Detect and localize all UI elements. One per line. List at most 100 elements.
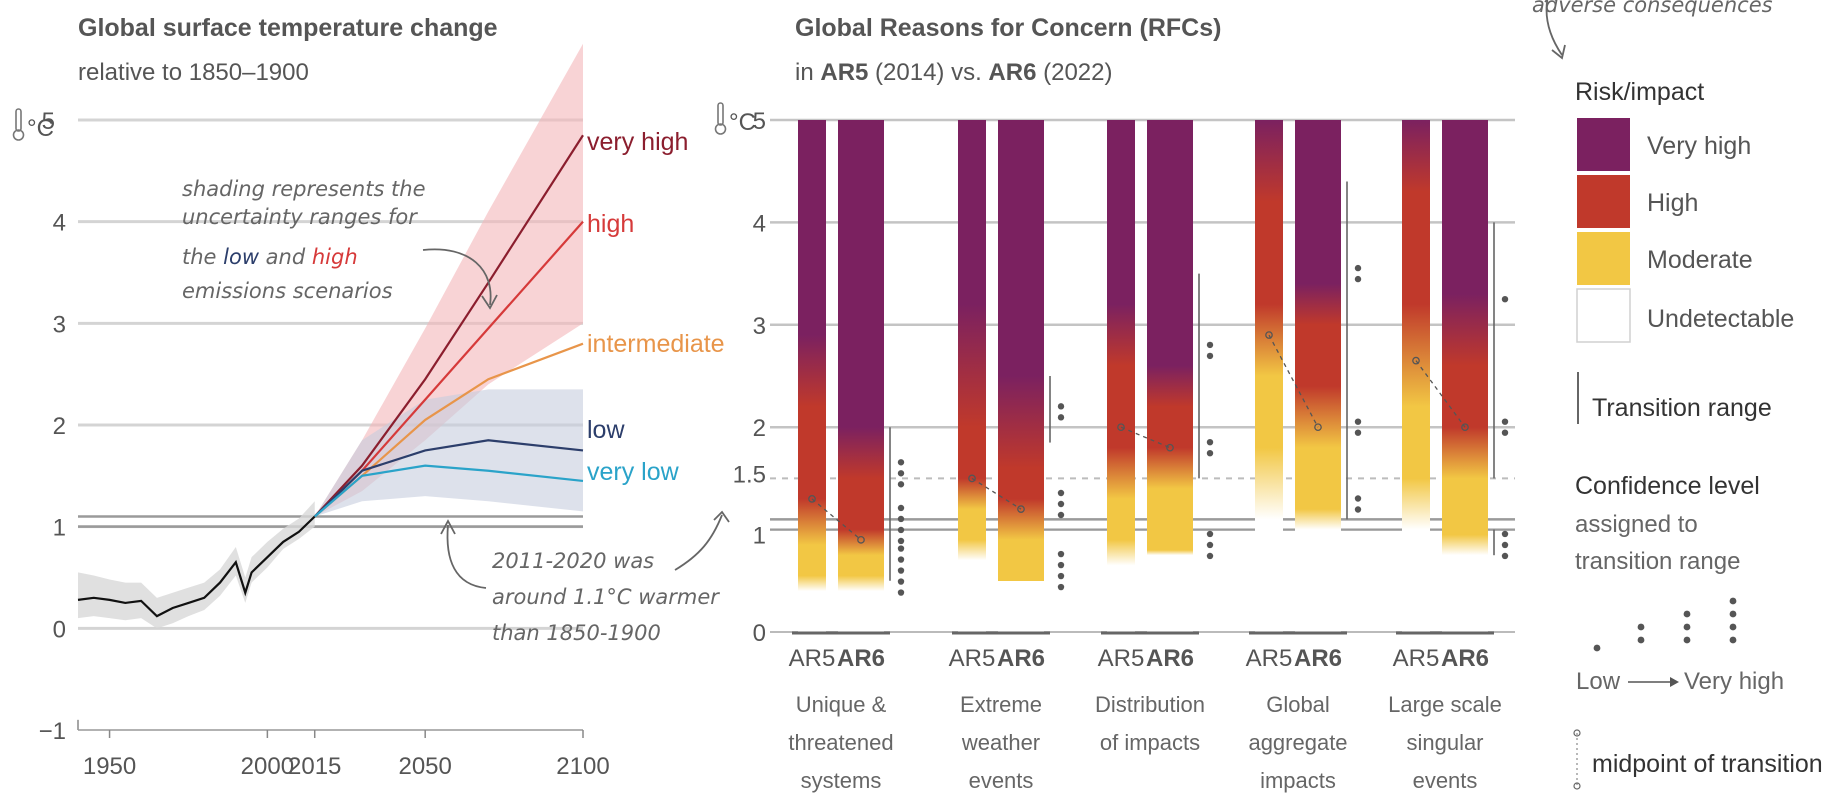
historical-uncertainty-band: [78, 501, 315, 629]
warming-annotation: 2011-2020 was around 1.1°C warmer than 1…: [440, 510, 730, 645]
confidence-dot: [1501, 552, 1509, 560]
warming-annotation-line1: 2011-2020 was: [492, 549, 654, 573]
confidence-dot: [897, 537, 905, 545]
top-right-note: adverse consequences: [1532, 0, 1773, 60]
shading-annotation-line1: shading represents the: [182, 177, 426, 201]
confidence-dot: [897, 515, 905, 523]
legend-confidence-sub1: assigned to: [1575, 511, 1698, 538]
left-ytick-label: 2: [53, 413, 66, 440]
bar-label-ar6: AR6: [837, 645, 885, 672]
shading-and: and: [259, 245, 312, 269]
left-xtick-label: 2015: [288, 753, 341, 780]
scenario-band-1: [314, 389, 583, 517]
confidence-dot: [1206, 541, 1214, 549]
bar-label-ar6: AR6: [997, 645, 1045, 672]
confidence-dot: [897, 578, 905, 585]
warming-annotation-line2: around 1.1°C warmer: [492, 585, 720, 609]
midpoint-ar6: [1314, 423, 1322, 432]
confidence-dot: [1057, 414, 1065, 421]
subtitle-2022: (2022): [1036, 59, 1112, 86]
left-xtick-label: 1950: [83, 753, 136, 780]
confidence-dot: [897, 567, 905, 574]
confidence-dot: [1206, 552, 1214, 560]
right-ytick-label: 3: [753, 313, 766, 340]
shading-arrowhead: [481, 294, 498, 310]
scenario-band-0: [314, 43, 583, 517]
left-ytick-label: 3: [53, 311, 66, 338]
legend-moderate: Moderate: [1647, 246, 1753, 274]
left-y-unit: °C: [27, 115, 54, 142]
subtitle-in: in: [795, 59, 820, 86]
confidence-dot: [1206, 352, 1214, 360]
bar-label-ar6: AR6: [1294, 645, 1342, 672]
left-ytick-label: 4: [53, 210, 66, 237]
top-right-note-text: adverse consequences: [1532, 0, 1773, 17]
confidence-dot: [1354, 429, 1362, 436]
left-chart: Global surface temperature change relati…: [12, 14, 730, 780]
confidence-dot: [1354, 264, 1362, 272]
shading-the: the: [182, 245, 223, 269]
legend-confidence-title: Confidence level: [1575, 472, 1760, 500]
rfc-bar-3-ar6: [1295, 120, 1341, 632]
confidence-dot: [1354, 275, 1362, 283]
bar-label-ar5: AR5: [1098, 645, 1145, 672]
confidence-dot: [1501, 418, 1509, 425]
confidence-dot: [1501, 296, 1509, 303]
left-ytick-label: 5: [42, 108, 55, 135]
rfc-bar-2-ar6: [1147, 120, 1193, 632]
confidence-dot: [1206, 530, 1214, 538]
left-xtick-label: 2100: [556, 753, 609, 780]
midpoint-ar6: [1017, 505, 1025, 513]
subtitle-ar5: AR5: [820, 59, 868, 86]
category-label: singular: [1406, 730, 1483, 755]
legend-swatch-very-high: [1577, 118, 1630, 171]
series-label-low: low: [587, 416, 625, 444]
right-ytick-label: 5: [753, 108, 766, 135]
confidence-dot: [1501, 530, 1509, 538]
left-series-lines: [77, 134, 584, 618]
legend-confidence-arrowhead: [1670, 677, 1679, 687]
left-ytick-label: −1: [39, 718, 66, 745]
rfc-bar-0-ar5: [798, 120, 826, 632]
right-y-ticks: 5 4 3 2 1.5 1 0: [733, 108, 766, 647]
right-chart-title: Global Reasons for Concern (RFCs): [795, 14, 1221, 42]
cross-arrowhead: [713, 510, 730, 523]
series-line-very-high: [313, 134, 584, 518]
midpoint-ar5: [1117, 423, 1125, 432]
legend-confidence-sub2: transition range: [1575, 548, 1740, 575]
legend-confidence-dots: [1593, 597, 1737, 652]
right-y-unit: °C: [729, 109, 756, 136]
category-label: events: [969, 768, 1034, 793]
midpoint-ar6: [1461, 423, 1469, 432]
warming-annotation-line3: than 1850-1900: [492, 621, 661, 645]
bar-label-ar5: AR5: [949, 645, 996, 672]
left-series-labels: very high high intermediate low very low: [587, 128, 725, 486]
left-chart-title: Global surface temperature change: [78, 14, 498, 42]
confidence-dot: [897, 504, 905, 512]
cross-arrow: [674, 514, 723, 571]
rfc-bar-4-ar5: [1402, 120, 1430, 632]
legend-midpoint: midpoint of transition: [1592, 750, 1823, 778]
midpoint-ar6: [857, 535, 865, 544]
category-label: of impacts: [1100, 730, 1200, 755]
warming-arrow: [446, 524, 487, 589]
confidence-dot: [1057, 550, 1065, 558]
category-label: systems: [801, 768, 882, 793]
legend: Risk/impact Very high High Moderate Unde…: [1573, 78, 1823, 790]
bar-label-ar5: AR5: [1246, 645, 1293, 672]
midpoint-ar5: [1412, 356, 1420, 365]
shading-annotation: shading represents the uncertainty range…: [182, 177, 498, 310]
midpoint-ar5: [1265, 331, 1273, 339]
rfc-bar-3-ar5: [1255, 120, 1283, 632]
confidence-dot: [897, 526, 905, 534]
shading-annotation-line4: emissions scenarios: [182, 279, 393, 303]
category-label: Global: [1266, 692, 1330, 717]
rfc-bar-4-ar6: [1442, 120, 1488, 632]
confidence-dot: [1206, 341, 1214, 349]
category-label: weather: [961, 730, 1040, 755]
left-uncertainty-bands: [78, 43, 583, 629]
note-arrow: [1545, 0, 1563, 56]
confidence-dot: [1057, 500, 1065, 508]
